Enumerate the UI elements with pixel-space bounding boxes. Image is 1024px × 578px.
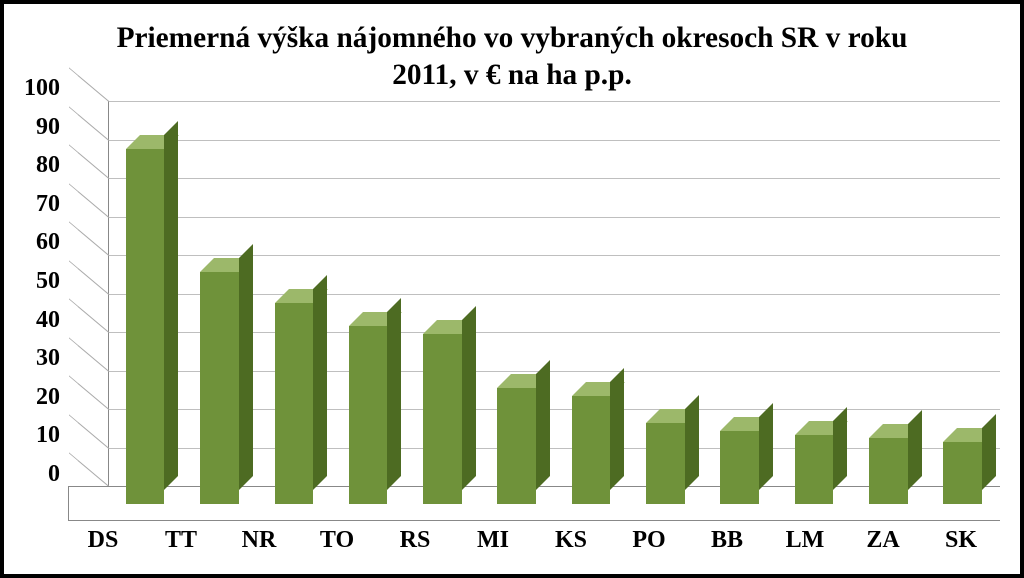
chart-title-line2: 2011, v € na ha p.p. <box>392 59 632 91</box>
bar-side <box>536 360 550 490</box>
bar <box>423 334 462 504</box>
bar-slot <box>628 101 702 521</box>
x-label: PO <box>610 521 688 554</box>
bar-slot <box>182 101 256 521</box>
x-label: BB <box>688 521 766 554</box>
x-label: RS <box>376 521 454 554</box>
bar-side <box>313 275 327 490</box>
x-label: NR <box>220 521 298 554</box>
bar-side <box>239 244 253 490</box>
bar-front <box>200 272 239 504</box>
bar-side <box>833 407 847 490</box>
bar-side <box>164 121 178 490</box>
bar-front <box>275 303 314 504</box>
bar <box>720 431 759 504</box>
bar-front <box>572 396 611 504</box>
bar-side <box>387 298 401 490</box>
bar-slot <box>554 101 628 521</box>
x-label: MI <box>454 521 532 554</box>
bar <box>497 388 536 504</box>
bar-slot <box>257 101 331 521</box>
bar-front <box>795 435 834 504</box>
bar-slot <box>405 101 479 521</box>
bar-front <box>349 326 388 504</box>
bars-area <box>108 101 1000 521</box>
x-label: SK <box>922 521 1000 554</box>
bar-slot <box>331 101 405 521</box>
bar-side <box>685 395 699 490</box>
bar-slot <box>851 101 925 521</box>
bar <box>795 435 834 504</box>
bar-slot <box>703 101 777 521</box>
x-label: DS <box>64 521 142 554</box>
bar-side <box>462 306 476 490</box>
bar-front <box>423 334 462 504</box>
x-axis: DSTTNRTORSMIKSPOBBLMZASK <box>64 521 1000 554</box>
bar-side <box>982 414 996 490</box>
bar <box>200 272 239 504</box>
bar-side <box>908 410 922 490</box>
x-label: TT <box>142 521 220 554</box>
bar-front <box>943 442 982 504</box>
x-label: TO <box>298 521 376 554</box>
bar <box>943 442 982 504</box>
bar-side <box>759 403 773 490</box>
x-label: KS <box>532 521 610 554</box>
bar-slot <box>108 101 182 521</box>
bar-front <box>720 431 759 504</box>
chart-frame: Priemerná výška nájomného vo vybraných o… <box>0 0 1024 578</box>
bar-front <box>646 423 685 504</box>
bar-slot <box>480 101 554 521</box>
bar-side <box>610 368 624 490</box>
y-axis: 1009080706050403020100 <box>24 101 68 487</box>
x-label: ZA <box>844 521 922 554</box>
bar-slot <box>777 101 851 521</box>
chart-title-line1: Priemerná výška nájomného vo vybraných o… <box>117 22 908 54</box>
chart-body: 1009080706050403020100 <box>24 101 1000 521</box>
bar <box>572 396 611 504</box>
plot-area <box>68 101 1000 521</box>
chart-title: Priemerná výška nájomného vo vybraných o… <box>64 20 960 93</box>
bar-front <box>869 438 908 504</box>
bar-slot <box>926 101 1000 521</box>
bar <box>349 326 388 504</box>
bar-front <box>126 149 165 504</box>
bar <box>646 423 685 504</box>
bar <box>275 303 314 504</box>
bar-front <box>497 388 536 504</box>
bar <box>126 149 165 504</box>
x-label: LM <box>766 521 844 554</box>
bar <box>869 438 908 504</box>
